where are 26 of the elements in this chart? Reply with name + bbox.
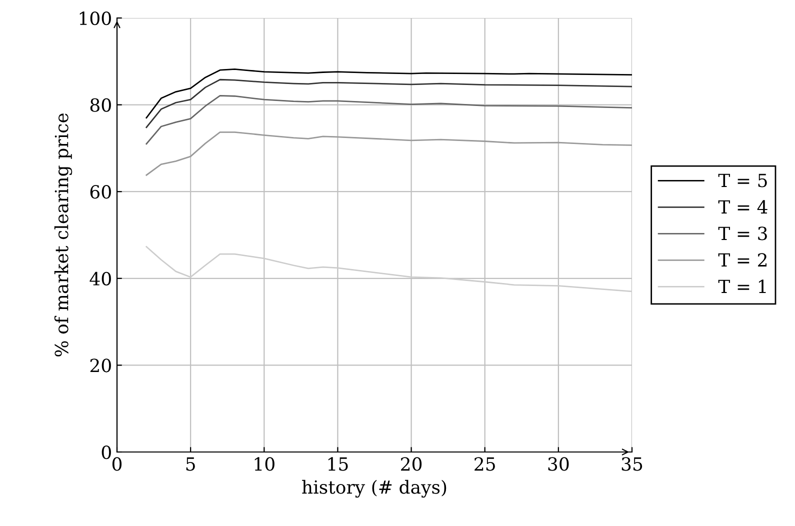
y-tick-label: 100	[80, 11, 111, 26]
y-tick-label: 60	[90, 185, 111, 199]
legend-label: T = 5	[718, 174, 767, 188]
legend-label: T = 3	[718, 226, 767, 240]
y-axis-title: % of market clearing price	[54, 114, 72, 356]
x-tick-label: 15	[328, 457, 348, 471]
y-tick-label: 40	[90, 272, 111, 286]
y-tick-label: 80	[90, 98, 111, 112]
legend-label: T = 1	[718, 280, 766, 293]
line-series	[146, 68, 632, 119]
x-tick-label: 30	[548, 457, 569, 471]
x-axis-title: history (# days)	[302, 480, 446, 498]
x-tick-label: 5	[186, 457, 195, 471]
x-tick-label: 35	[622, 457, 642, 471]
line-series	[146, 78, 632, 128]
y-tick-label: 20	[90, 358, 111, 372]
line-series	[146, 94, 632, 145]
line-series	[146, 131, 632, 176]
y-tick-label: 0	[102, 445, 111, 460]
legend-label: T = 4	[718, 200, 768, 214]
line-series	[146, 246, 632, 292]
x-tick-label: 0	[112, 457, 122, 471]
legend-label: T = 2	[718, 253, 766, 266]
x-tick-label: 20	[401, 457, 422, 471]
x-tick-label: 10	[254, 457, 274, 471]
x-tick-label: 25	[474, 457, 495, 471]
